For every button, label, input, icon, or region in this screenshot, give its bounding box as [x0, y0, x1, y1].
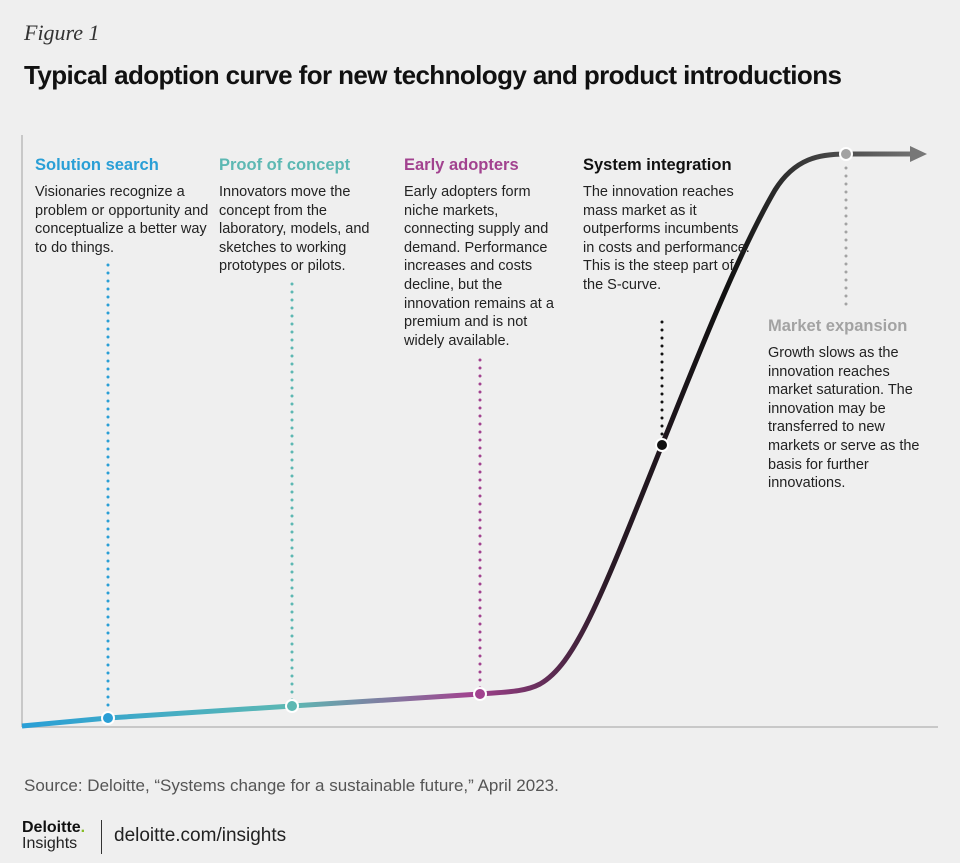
footer-url-link[interactable]: deloitte.com/insights: [114, 825, 287, 846]
logo-dot: .: [80, 819, 86, 836]
source-note: Source: Deloitte, “Systems change for a …: [24, 776, 559, 795]
marker-system-integration: [655, 438, 669, 452]
figure-label: Figure 1: [24, 20, 100, 45]
stage-title: System integration: [583, 156, 732, 174]
stage-proof-of-concept: Proof of concept Innovators move the con…: [219, 156, 394, 276]
stage-description: Visionaries recognize a problem or oppor…: [35, 184, 209, 256]
stage-description: Early adopters form niche markets, conne…: [404, 184, 554, 349]
marker-early-adopters: [473, 687, 487, 701]
arrowhead-icon: [910, 146, 927, 162]
stage-title: Proof of concept: [219, 156, 351, 174]
marker-proof-of-concept: [285, 699, 299, 713]
stage-description: The innovation reaches mass market as it…: [583, 184, 750, 293]
deloitte-logo: Deloitte. Insights: [22, 820, 85, 852]
marker-market-expansion: [839, 147, 853, 161]
stage-title: Early adopters: [404, 156, 519, 174]
stage-description: Innovators move the concept from the lab…: [219, 184, 370, 275]
stage-title: Solution search: [35, 156, 159, 174]
stage-solution-search: Solution search Visionaries recognize a …: [35, 156, 210, 257]
stage-system-integration: System integration The innovation reache…: [583, 156, 751, 295]
stage-early-adopters: Early adopters Early adopters form niche…: [404, 156, 569, 350]
marker-solution-search: [101, 711, 115, 725]
stage-title: Market expansion: [768, 317, 908, 335]
stage-description: Growth slows as the innovation reaches m…: [768, 345, 920, 492]
logo-sub: Insights: [22, 835, 78, 852]
stage-market-expansion: Market expansion Growth slows as the inn…: [768, 317, 938, 493]
footer-divider: [101, 820, 102, 854]
page-title: Typical adoption curve for new technolog…: [24, 60, 842, 90]
logo-name: Deloitte.: [22, 819, 86, 836]
